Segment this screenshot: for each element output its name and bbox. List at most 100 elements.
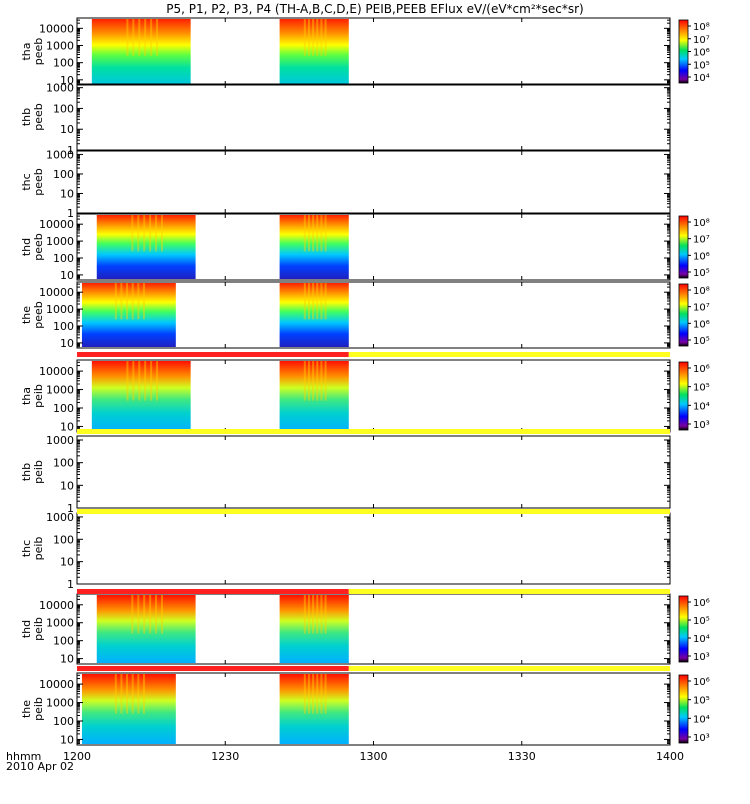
colorbar-tha-peeb: [678, 19, 689, 84]
y-label-probe: thd: [20, 238, 33, 256]
texture-streak: [155, 595, 158, 634]
colorbar-tick-label: 10⁸: [693, 218, 710, 229]
texture-streak: [149, 215, 152, 252]
y-tick-label: 10: [60, 556, 74, 569]
y-tick-label: 1: [67, 144, 74, 157]
y-label-probe: the: [20, 306, 33, 324]
texture-streak: [142, 674, 145, 714]
mode-bar-segment: [348, 589, 670, 594]
data-block-the-peeb-0: [81, 283, 176, 347]
colorbar-tick-label: 10⁷: [693, 303, 710, 314]
texture-streak: [316, 283, 319, 320]
y-tick-label: 1: [67, 502, 74, 515]
y-label-probe: thc: [20, 173, 33, 190]
texture-streak: [307, 19, 310, 56]
y-tick-label: 1000: [46, 148, 74, 161]
y-tick-label: 1: [67, 578, 74, 591]
y-tick-label: 100: [53, 102, 74, 115]
y-label-probe: thb: [20, 463, 33, 481]
y-tick-label: 100: [53, 252, 74, 265]
texture-streak: [324, 674, 327, 714]
texture-streak: [312, 215, 315, 252]
mode-bar-segment: [348, 666, 670, 671]
texture-streak: [303, 19, 306, 56]
y-tick-label: 100: [53, 635, 74, 648]
colorbar-tick-label: 10⁵: [693, 383, 710, 394]
texture-streak: [137, 215, 140, 252]
texture-streak: [312, 19, 315, 56]
y-tick-label: 10000: [39, 218, 74, 231]
data-block-thd-peib-1: [279, 595, 349, 663]
texture-streak: [307, 674, 310, 714]
panel-frame: [76, 435, 671, 509]
y-label-product: peib: [32, 617, 45, 641]
texture-streak: [312, 283, 315, 320]
y-tick-label: 10: [60, 420, 74, 433]
colorbar-tick-label: 10⁷: [693, 235, 710, 246]
texture-streak: [126, 19, 129, 56]
colorbar-tick-label: 10⁴: [693, 401, 710, 412]
texture-streak: [316, 595, 319, 634]
texture-streak: [131, 674, 134, 714]
texture-streak: [303, 595, 306, 634]
colorbar-tick-label: 10⁶: [693, 677, 710, 688]
texture-streak: [303, 674, 306, 714]
texture-streak: [307, 215, 310, 252]
texture-streak: [144, 361, 147, 401]
texture-streak: [114, 283, 117, 320]
panel-tha-peib: 10 100 1000 10000 tha peib 10³ 10⁴ 10⁵ 10⁶: [20, 359, 710, 433]
y-label-probe: thc: [20, 540, 33, 557]
texture-streak: [312, 674, 315, 714]
texture-streak: [143, 215, 146, 252]
y-label-product: peib: [32, 697, 45, 721]
panel-thc-peeb: 1 10 100 1000 thc peeb: [20, 148, 671, 220]
data-block-tha-peib-0: [91, 361, 191, 431]
texture-streak: [320, 595, 323, 634]
x-tick-label: 1400: [656, 750, 684, 763]
texture-streak: [126, 283, 129, 320]
texture-streak: [131, 595, 134, 634]
y-label-product: peeb: [32, 301, 45, 329]
texture-streak: [316, 361, 319, 401]
x-tick-label: 1230: [211, 750, 239, 763]
colorbar-tick-label: 10⁵: [693, 616, 710, 627]
colorbar-the-peeb: [678, 283, 689, 347]
data-block-thd-peeb-0: [96, 215, 196, 279]
data-block-the-peeb-1: [279, 283, 349, 347]
mode-bar-segment: [77, 666, 349, 671]
y-tick-label: 1000: [46, 697, 74, 710]
y-label-product: peeb: [32, 233, 45, 261]
colorbar-tick-label: 10⁴: [693, 714, 710, 725]
texture-streak: [142, 283, 145, 320]
colorbar-tick-label: 10⁶: [693, 319, 710, 330]
panel-frame: [76, 150, 671, 214]
colorbar-tick-label: 10⁶: [693, 364, 710, 375]
y-tick-label: 10000: [39, 286, 74, 299]
y-tick-label: 10: [60, 74, 74, 87]
colorbar-tick-label: 10³: [693, 420, 710, 431]
texture-streak: [155, 215, 158, 252]
texture-streak: [126, 361, 129, 401]
y-tick-label: 10000: [39, 22, 74, 35]
colorbar-tick-label: 10⁵: [693, 336, 710, 347]
texture-streak: [137, 674, 140, 714]
y-label-probe: the: [20, 700, 33, 718]
texture-streak: [156, 19, 159, 56]
texture-streak: [132, 19, 135, 56]
texture-streak: [316, 674, 319, 714]
colorbar-tick-label: 10³: [693, 652, 710, 663]
texture-streak: [316, 215, 319, 252]
y-tick-label: 10: [60, 733, 74, 746]
y-label-product: peeb: [32, 103, 45, 131]
panel-the-peib: 10 100 1000 10000 the peib 10³ 10⁴ 10⁵ 10⁶: [20, 672, 710, 746]
texture-streak: [149, 595, 152, 634]
data-block-tha-peeb-0: [91, 19, 191, 84]
y-tick-label: 100: [53, 168, 74, 181]
texture-streak: [307, 595, 310, 634]
colorbar-thd-peeb: [678, 215, 689, 279]
y-label-product: peeb: [32, 38, 45, 66]
data-block-thd-peeb-1: [279, 215, 349, 279]
texture-streak: [307, 283, 310, 320]
texture-streak: [320, 283, 323, 320]
colorbar-thd-peib: [678, 595, 689, 663]
